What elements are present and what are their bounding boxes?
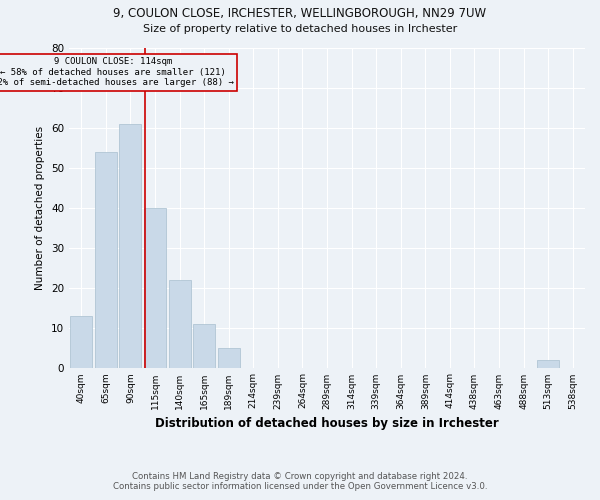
Text: 9, COULON CLOSE, IRCHESTER, WELLINGBOROUGH, NN29 7UW: 9, COULON CLOSE, IRCHESTER, WELLINGBOROU…: [113, 8, 487, 20]
Text: Contains HM Land Registry data © Crown copyright and database right 2024.
Contai: Contains HM Land Registry data © Crown c…: [113, 472, 487, 491]
X-axis label: Distribution of detached houses by size in Irchester: Distribution of detached houses by size …: [155, 417, 499, 430]
Y-axis label: Number of detached properties: Number of detached properties: [35, 126, 46, 290]
Bar: [537, 360, 559, 368]
Text: 9 COULON CLOSE: 114sqm
← 58% of detached houses are smaller (121)
42% of semi-de: 9 COULON CLOSE: 114sqm ← 58% of detached…: [0, 58, 233, 88]
Bar: [218, 348, 240, 368]
Bar: [193, 324, 215, 368]
Bar: [119, 124, 142, 368]
Bar: [144, 208, 166, 368]
Text: Size of property relative to detached houses in Irchester: Size of property relative to detached ho…: [143, 24, 457, 34]
Bar: [70, 316, 92, 368]
Bar: [95, 152, 117, 368]
Bar: [169, 280, 191, 368]
